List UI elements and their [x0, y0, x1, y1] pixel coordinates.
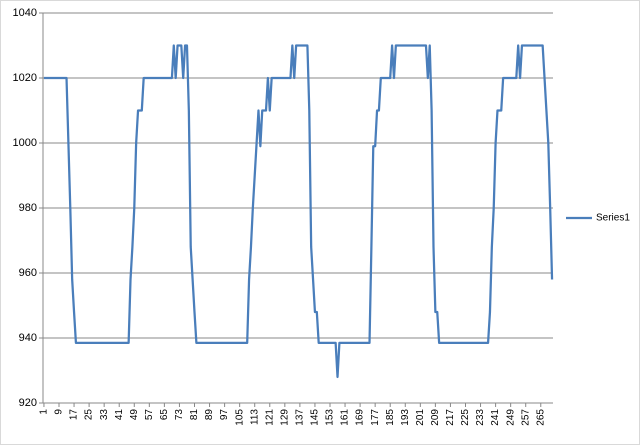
x-tick-label: 241: [490, 409, 501, 426]
x-tick-label: 185: [385, 409, 396, 426]
x-tick-label: 113: [249, 409, 260, 425]
x-tick-label: 265: [535, 409, 546, 426]
x-tick-label: 257: [520, 409, 531, 426]
x-tick-label: 81: [189, 409, 200, 421]
x-tick-label: 177: [370, 409, 381, 426]
x-tick-label: 41: [114, 409, 125, 421]
x-tick-label: 201: [415, 409, 426, 426]
x-tick-label: 17: [69, 409, 80, 421]
x-tick-label: 193: [400, 409, 411, 426]
x-tick-label: 129: [279, 409, 290, 426]
x-tick-label: 65: [159, 409, 170, 421]
x-tick-label: 169: [355, 409, 366, 426]
x-tick-label: 225: [460, 409, 471, 426]
x-tick-label: 25: [84, 409, 95, 421]
y-tick-label: 980: [19, 202, 37, 214]
x-tick-label: 161: [340, 409, 351, 426]
y-tick-label: 920: [19, 397, 37, 409]
x-tick-label: 105: [234, 409, 245, 426]
x-tick-label: 57: [144, 409, 155, 421]
y-tick-label: 1020: [13, 72, 37, 84]
x-tick-label: 209: [430, 409, 441, 426]
x-tick-label: 49: [129, 409, 140, 421]
x-tick-label: 121: [264, 409, 275, 426]
x-tick-label: 1: [39, 409, 50, 415]
x-tick-label: 137: [295, 409, 306, 426]
legend-label: Series1: [596, 213, 630, 224]
x-tick-label: 33: [99, 409, 110, 421]
x-tick-label: 145: [310, 409, 321, 426]
x-tick-label: 217: [445, 409, 456, 426]
y-tick-label: 1000: [13, 137, 37, 149]
x-tick-label: 89: [204, 409, 215, 421]
x-tick-label: 73: [174, 409, 185, 421]
x-tick-label: 249: [505, 409, 516, 426]
y-tick-label: 960: [19, 267, 37, 279]
x-tick-label: 97: [219, 409, 230, 421]
x-tick-label: 233: [475, 409, 486, 426]
y-tick-label: 1040: [13, 7, 37, 19]
x-tick-label: 9: [54, 409, 65, 415]
series-line: [43, 44, 554, 379]
y-tick-label: 940: [19, 332, 37, 344]
x-tick-label: 153: [325, 409, 336, 426]
